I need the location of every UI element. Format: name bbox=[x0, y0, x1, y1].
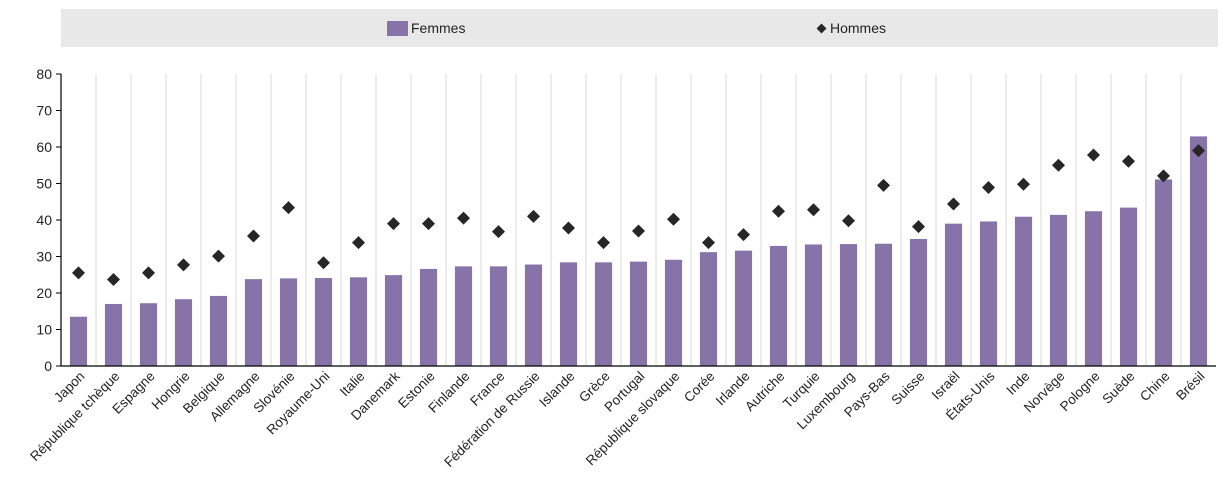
marker-diamond bbox=[527, 209, 540, 223]
marker-diamond bbox=[1087, 148, 1100, 162]
marker-diamond bbox=[982, 181, 995, 195]
bar bbox=[1189, 136, 1208, 366]
marker-diamond bbox=[737, 228, 750, 242]
marker-diamond bbox=[1122, 154, 1135, 168]
marker-diamond bbox=[212, 249, 225, 263]
bar bbox=[839, 244, 858, 366]
bar bbox=[524, 264, 543, 366]
y-tick-label: 80 bbox=[36, 66, 52, 82]
bar bbox=[209, 295, 228, 366]
bar bbox=[769, 245, 788, 366]
y-tick-label: 20 bbox=[36, 285, 52, 301]
bar bbox=[174, 299, 193, 366]
marker-diamond bbox=[562, 221, 575, 235]
x-tick-label: Islande bbox=[536, 369, 577, 410]
legend-item-femmes: Femmes bbox=[387, 9, 465, 47]
bar bbox=[244, 279, 263, 366]
bar bbox=[1049, 214, 1068, 366]
bar bbox=[594, 262, 613, 366]
marker-diamond bbox=[772, 204, 785, 218]
marker-diamond bbox=[282, 201, 295, 215]
bar bbox=[489, 266, 508, 366]
bar bbox=[139, 303, 158, 366]
legend-label-hommes: Hommes bbox=[830, 20, 887, 36]
bar bbox=[349, 277, 368, 366]
bar bbox=[1014, 216, 1033, 366]
bar bbox=[314, 278, 333, 366]
marker-diamond bbox=[1192, 144, 1205, 158]
marker-diamond bbox=[72, 266, 85, 280]
bar bbox=[1084, 211, 1103, 366]
marker-diamond bbox=[597, 236, 610, 250]
marker-diamond bbox=[457, 211, 470, 225]
bar bbox=[944, 223, 963, 366]
x-tick-label: Inde bbox=[1003, 369, 1032, 398]
y-tick-label: 40 bbox=[36, 212, 52, 228]
marker-diamond bbox=[387, 217, 400, 231]
marker-diamond bbox=[947, 197, 960, 211]
marker-diamond bbox=[1017, 177, 1030, 191]
marker-diamond bbox=[632, 224, 645, 238]
x-tick-label: Corée bbox=[681, 369, 718, 406]
legend: Femmes Hommes bbox=[61, 9, 1218, 47]
marker-diamond bbox=[877, 178, 890, 192]
bar bbox=[699, 252, 718, 366]
marker-diamond bbox=[667, 212, 680, 226]
marker-diamond bbox=[702, 236, 715, 250]
y-tick-label: 60 bbox=[36, 139, 52, 155]
marker-diamond bbox=[912, 220, 925, 234]
marker-diamond bbox=[492, 225, 505, 239]
marker-diamond bbox=[142, 266, 155, 280]
bar bbox=[664, 259, 683, 366]
y-tick-label: 70 bbox=[36, 103, 52, 119]
bar bbox=[874, 243, 893, 366]
bar bbox=[909, 238, 928, 366]
marker-diamond bbox=[247, 229, 260, 243]
bar bbox=[1119, 207, 1138, 366]
legend-label-femmes: Femmes bbox=[411, 20, 466, 36]
bar bbox=[979, 221, 998, 366]
bar bbox=[104, 303, 123, 366]
bar bbox=[419, 268, 438, 366]
y-tick-label: 50 bbox=[36, 176, 52, 192]
bar bbox=[384, 275, 403, 366]
bar bbox=[629, 261, 648, 366]
marker-diamond bbox=[317, 256, 330, 270]
bar bbox=[69, 316, 88, 366]
marker-diamond bbox=[1052, 158, 1065, 172]
bar bbox=[279, 278, 298, 366]
x-tick-label: Brésil bbox=[1173, 369, 1207, 403]
y-tick-label: 30 bbox=[36, 249, 52, 265]
y-tick-label: 10 bbox=[36, 322, 52, 338]
y-tick-label: 0 bbox=[44, 358, 52, 374]
marker-diamond bbox=[352, 236, 365, 250]
bar bbox=[454, 266, 473, 366]
bar bbox=[804, 244, 823, 366]
bar bbox=[734, 250, 753, 366]
bar bbox=[559, 262, 578, 366]
x-tick-label: Suède bbox=[1099, 369, 1137, 407]
marker-diamond bbox=[177, 258, 190, 272]
x-tick-label: Royaume-Uni bbox=[264, 369, 333, 438]
marker-diamond bbox=[107, 272, 120, 286]
x-tick-label: Suisse bbox=[888, 369, 927, 408]
marker-diamond bbox=[1157, 169, 1170, 183]
legend-item-hommes: Hommes bbox=[816, 9, 886, 47]
marker-diamond bbox=[422, 217, 435, 231]
x-tick-label: Chine bbox=[1137, 369, 1173, 405]
marker-diamond bbox=[807, 203, 820, 217]
x-tick-label: Italie bbox=[337, 369, 368, 400]
legend-swatch-femmes bbox=[387, 20, 408, 36]
bar bbox=[1154, 179, 1173, 366]
marker-diamond bbox=[842, 214, 855, 228]
